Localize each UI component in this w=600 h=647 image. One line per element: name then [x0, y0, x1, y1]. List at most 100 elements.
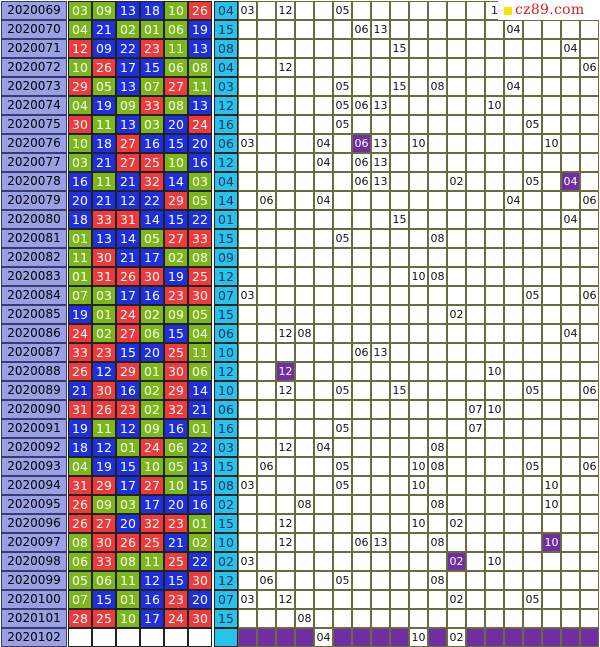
trend-mark: 12: [276, 438, 295, 457]
trend-cell: [542, 248, 561, 267]
pending-cell[interactable]: [504, 628, 523, 647]
special-ball: 06: [214, 324, 238, 343]
trend-cell: [485, 286, 504, 305]
trend-cell: [447, 96, 466, 115]
trend-cell: [485, 438, 504, 457]
pending-cell[interactable]: [523, 628, 542, 647]
ball-red: 29: [116, 362, 140, 381]
trend-cell: [485, 248, 504, 267]
ball-red: 27: [92, 514, 116, 533]
ball-red: 25: [92, 609, 116, 628]
pending-cell[interactable]: [371, 628, 390, 647]
pending-cell[interactable]: [333, 628, 352, 647]
ball-green: 08: [164, 96, 188, 115]
ball-red: 31: [116, 210, 140, 229]
ball-empty[interactable]: [116, 628, 140, 647]
trend-cell: [523, 20, 542, 39]
pending-cell[interactable]: [466, 628, 485, 647]
trend-cell: [428, 514, 447, 533]
ball-empty[interactable]: [140, 628, 164, 647]
trend-cell: [580, 210, 599, 229]
trend-cell: [485, 134, 504, 153]
ball-green: 01: [188, 514, 212, 533]
trend-mark: 08: [295, 495, 314, 514]
trend-mark: 13: [371, 96, 390, 115]
pending-mark[interactable]: 02: [447, 628, 466, 647]
trend-cell: [314, 172, 333, 191]
pending-cell[interactable]: [561, 628, 580, 647]
ball-green: 10: [116, 609, 140, 628]
trend-cell: [447, 343, 466, 362]
pending-cell[interactable]: [580, 628, 599, 647]
trend-cell: [257, 248, 276, 267]
trend-mark: 10: [485, 400, 504, 419]
trend-mark: 12: [276, 381, 295, 400]
trend-cell: [238, 20, 257, 39]
pending-cell[interactable]: [542, 628, 561, 647]
trend-cell: [371, 476, 390, 495]
trend-cell: [542, 153, 561, 172]
trend-cell: [371, 58, 390, 77]
trend-cell: [238, 58, 257, 77]
trend-cell: [504, 438, 523, 457]
pending-mark[interactable]: 10: [409, 628, 428, 647]
ball-red: 24: [188, 115, 212, 134]
ball-green: 04: [68, 96, 92, 115]
trend-cell: [561, 609, 580, 628]
trend-cell: [504, 229, 523, 248]
trend-cell: [352, 571, 371, 590]
trend-cell: [485, 514, 504, 533]
trend-cell: [238, 381, 257, 400]
pending-cell[interactable]: [276, 628, 295, 647]
trend-cell: [523, 39, 542, 58]
period-cell: 2020089: [1, 381, 67, 400]
ball-green: 02: [140, 400, 164, 419]
trend-mark: 05: [333, 419, 352, 438]
trend-mark: 08: [428, 533, 447, 552]
ball-empty[interactable]: [92, 628, 116, 647]
special-ball-empty[interactable]: [214, 628, 238, 647]
period-cell: 2020101: [1, 609, 67, 628]
ball-blue: 14: [164, 172, 188, 191]
trend-cell: [390, 476, 409, 495]
special-ball: 14: [214, 191, 238, 210]
pending-cell[interactable]: [485, 628, 504, 647]
ball-blue: 13: [116, 115, 140, 134]
ball-red: 31: [68, 476, 92, 495]
ball-blue: 18: [92, 134, 116, 153]
special-ball: 10: [214, 533, 238, 552]
pending-cell[interactable]: [238, 628, 257, 647]
ball-blue: 17: [116, 58, 140, 77]
trend-cell: [561, 590, 580, 609]
trend-cell: [409, 286, 428, 305]
ball-green: 01: [116, 438, 140, 457]
trend-cell: [257, 39, 276, 58]
trend-cell: [371, 419, 390, 438]
special-ball: 12: [214, 571, 238, 590]
ball-green: 06: [68, 552, 92, 571]
pending-cell[interactable]: [257, 628, 276, 647]
pending-mark[interactable]: 04: [314, 628, 333, 647]
ball-red: 30: [68, 115, 92, 134]
trend-mark: 04: [314, 134, 333, 153]
trend-cell: [276, 153, 295, 172]
special-ball: 09: [214, 248, 238, 267]
ball-empty[interactable]: [164, 628, 188, 647]
trend-cell: [447, 476, 466, 495]
trend-mark: 08: [428, 457, 447, 476]
pending-cell[interactable]: [295, 628, 314, 647]
ball-empty[interactable]: [188, 628, 212, 647]
trend-cell: [238, 571, 257, 590]
trend-cell: [390, 153, 409, 172]
trend-mark: 10: [542, 134, 561, 153]
trend-cell: [352, 77, 371, 96]
pending-cell[interactable]: [352, 628, 371, 647]
trend-cell: [352, 457, 371, 476]
site-logo[interactable]: cz89.com: [498, 1, 599, 20]
trend-cell: [428, 590, 447, 609]
pending-cell[interactable]: [428, 628, 447, 647]
pending-cell[interactable]: [390, 628, 409, 647]
trend-mark: 13: [371, 343, 390, 362]
trend-cell: [485, 210, 504, 229]
ball-empty[interactable]: [68, 628, 92, 647]
